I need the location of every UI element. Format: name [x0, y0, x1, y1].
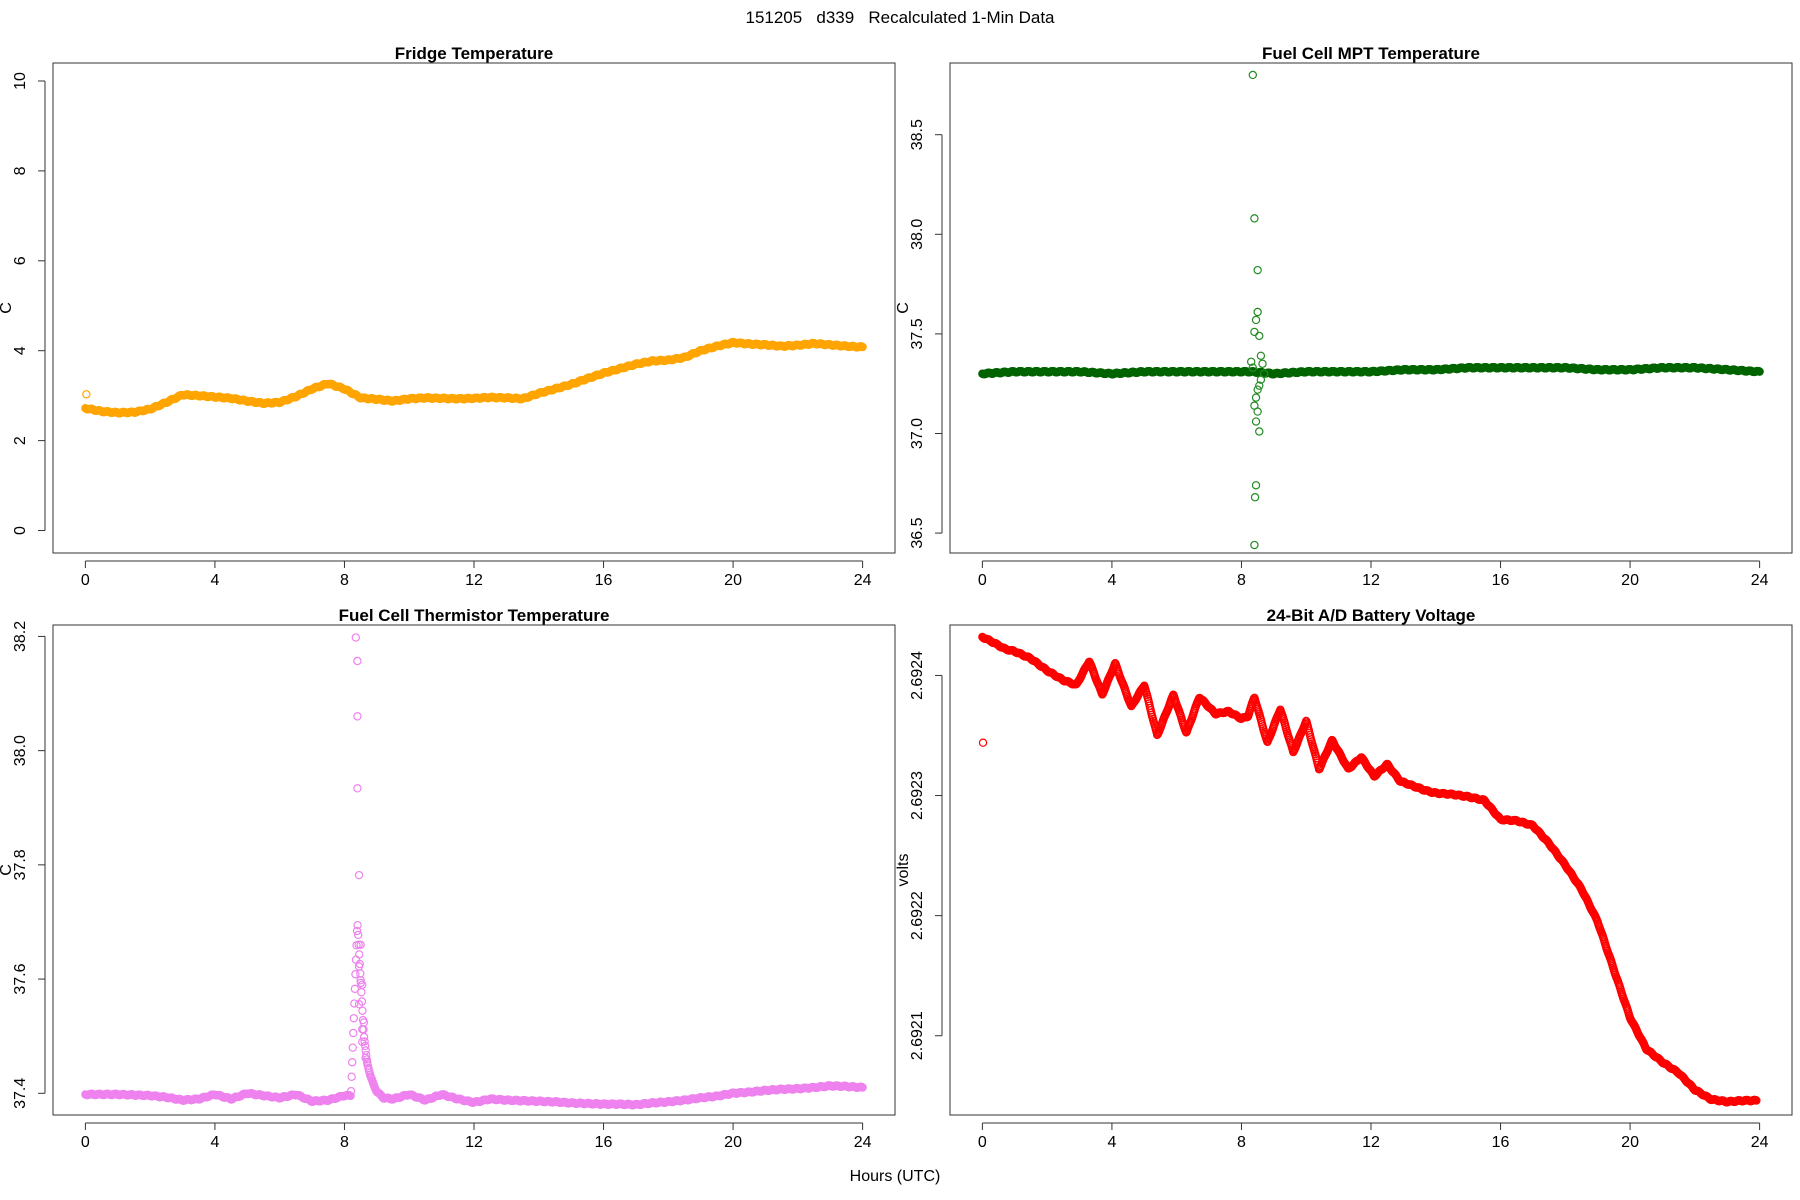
figure-title: 151205 d339 Recalculated 1-Min Data — [745, 8, 1055, 27]
x-tick-label: 8 — [1237, 1134, 1246, 1151]
x-tick-label: 20 — [724, 572, 742, 589]
y-tick-label: 0 — [12, 526, 29, 535]
y-tick-label: 37.6 — [12, 963, 29, 994]
panel-battery-voltage: 24-Bit A/D Battery Voltage volts 0 4 8 12 16 20… — [895, 606, 1793, 1151]
data-point — [349, 1028, 358, 1038]
y-tick-label: 38.0 — [12, 735, 29, 766]
data-point — [357, 988, 366, 997]
x-tick-label: 12 — [1362, 572, 1380, 589]
x-tick-label: 0 — [978, 1134, 987, 1151]
outlier-point — [358, 980, 367, 989]
outlier-point — [1253, 307, 1262, 317]
y-axis-label: C — [895, 302, 912, 314]
panel-fuel-cell-mpt-temperature: Fuel Cell MPT Temperature C 0 4 8 12 16 20 24 36.… — [895, 44, 1793, 589]
y-tick-label: 37.4 — [12, 1078, 29, 1109]
y-tick-label: 2.6921 — [909, 1011, 926, 1060]
plot-frame — [52, 62, 896, 554]
outlier-point — [353, 712, 362, 721]
data-point — [349, 1014, 359, 1023]
outlier-point — [1251, 393, 1261, 402]
y-tick-label: 2.6922 — [909, 891, 926, 940]
data-point — [348, 1058, 357, 1067]
y-axis-label: volts — [895, 854, 912, 887]
outlier-point — [1253, 407, 1262, 416]
outlier-point — [1250, 493, 1260, 502]
y-tick-label: 2.6923 — [909, 771, 926, 820]
x-tick-label: 8 — [1237, 572, 1246, 589]
outlier-point — [1250, 540, 1259, 550]
panel-fridge-temperature: Fridge TemperatureC048121620240246810 — [0, 44, 896, 589]
x-tick-label: 24 — [1751, 572, 1769, 589]
y-axis-label: C — [0, 302, 15, 314]
y-tick-label: 10 — [12, 72, 29, 90]
y-tick-label: 37.8 — [12, 849, 29, 880]
x-tick-label: 20 — [724, 1134, 742, 1151]
y-tick-label: 4 — [12, 346, 29, 355]
outlier-point — [1253, 265, 1262, 275]
x-tick-label: 8 — [340, 1134, 349, 1151]
x-tick-label: 16 — [595, 572, 613, 589]
x-tick-label: 4 — [210, 572, 219, 589]
data-point — [347, 1072, 356, 1081]
x-tick-label: 20 — [1621, 1134, 1639, 1151]
y-tick-label: 37.0 — [909, 418, 926, 449]
x-tick-label: 20 — [1621, 572, 1639, 589]
plot-frame — [949, 624, 1793, 1116]
panel-fuel-cell-thermistor-temperature: Fuel Cell Thermistor TemperatureC0481216… — [0, 606, 896, 1151]
data-point — [348, 1043, 357, 1052]
x-tick-label: 24 — [854, 1134, 872, 1151]
figure-xlabel: Hours (UTC) — [850, 1168, 941, 1185]
outlier-point — [353, 784, 362, 793]
x-tick-label: 16 — [1492, 572, 1510, 589]
outlier-point — [353, 656, 362, 666]
chart-title: Fuel Cell Thermistor Temperature — [339, 606, 610, 625]
outlier-point — [1256, 351, 1266, 360]
chart-title: Fridge Temperature — [395, 44, 553, 63]
outlier-point — [1255, 331, 1264, 341]
y-tick-label: 2.6924 — [909, 651, 926, 700]
y-tick-label: 8 — [12, 166, 29, 175]
x-tick-label: 0 — [81, 1134, 90, 1151]
y-tick-label: 2 — [12, 436, 29, 445]
y-tick-label: 38.2 — [12, 621, 29, 652]
x-tick-label: 16 — [1492, 1134, 1510, 1151]
x-tick-label: 12 — [1362, 1134, 1380, 1151]
x-tick-label: 0 — [978, 572, 987, 589]
y-tick-label: 37.5 — [909, 318, 926, 349]
outlier-point — [1250, 214, 1259, 223]
outlier-point — [1251, 315, 1261, 325]
x-tick-label: 12 — [465, 1134, 483, 1151]
x-tick-label: 24 — [854, 572, 872, 589]
x-tick-label: 24 — [1751, 1134, 1769, 1151]
y-tick-label: 36.5 — [909, 517, 926, 548]
x-tick-label: 12 — [465, 572, 483, 589]
outlier-point — [82, 390, 91, 399]
plot-frame — [52, 624, 896, 1116]
outlier-point — [354, 870, 364, 880]
x-tick-label: 4 — [1107, 1134, 1116, 1151]
data-point — [356, 969, 365, 978]
chart-title: 24-Bit A/D Battery Voltage — [1267, 606, 1476, 625]
x-tick-label: 16 — [595, 1134, 613, 1151]
outlier-point — [1255, 427, 1264, 436]
outlier-point — [1251, 417, 1261, 426]
x-tick-label: 4 — [1107, 572, 1116, 589]
outlier-point — [1250, 327, 1259, 337]
outlier-point — [1258, 359, 1267, 368]
outlier-point — [1248, 70, 1258, 80]
plot-frame — [949, 62, 1793, 554]
x-tick-label: 8 — [340, 572, 349, 589]
y-tick-label: 38.0 — [909, 219, 926, 250]
outlier-point — [351, 633, 360, 642]
x-tick-label: 0 — [81, 572, 90, 589]
x-tick-label: 4 — [210, 1134, 219, 1151]
data-point — [355, 950, 364, 959]
chart-title: Fuel Cell MPT Temperature — [1262, 44, 1480, 63]
y-tick-label: 6 — [12, 256, 29, 265]
y-tick-label: 38.5 — [909, 119, 926, 150]
outlier-point — [1251, 481, 1261, 490]
